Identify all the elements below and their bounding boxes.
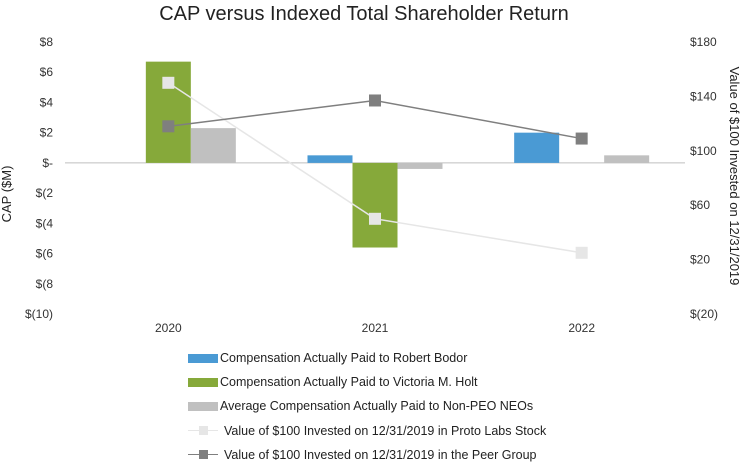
chart: CAP versus Indexed Total Shareholder Ret… [0,3,742,335]
legend-swatch [188,377,218,387]
bar-4a9ad4-2022 [514,132,560,163]
y2-tick-label: $100 [690,144,717,158]
legend-item: Value of $100 Invested on 12/31/2019 in … [188,443,546,467]
y2-tick-label: $(20) [690,307,718,321]
bar-c0c0c0-2021 [397,162,443,169]
legend-item: Average Compensation Actually Paid to No… [188,394,546,418]
bar-c0c0c0-2020 [190,128,236,163]
y-tick-label: $(2 [36,186,54,200]
legend-swatch [188,450,218,460]
legend-label: Value of $100 Invested on 12/31/2019 in … [224,447,537,462]
series-2-marker-2022 [575,132,588,145]
x-tick-label: 2020 [155,321,182,335]
legend-swatch [188,401,218,411]
y-tick-label: $4 [40,95,54,109]
legend-swatch [188,426,218,436]
y-tick-label: $(10) [25,307,53,321]
y-tick-label: $2 [40,126,54,140]
y-tick-label: $8 [40,35,54,49]
series-2-marker-2021 [369,94,381,107]
series-1-marker-2020 [162,76,175,89]
x-tick-label: 2022 [568,321,595,335]
legend: Compensation Actually Paid to Robert Bod… [188,346,546,467]
y2-tick-label: $20 [690,253,710,267]
legend-label: Compensation Actually Paid to Robert Bod… [220,351,468,366]
y-tick-label: $(6 [36,247,54,261]
series-1-marker-2021 [369,212,381,225]
legend-label: Average Compensation Actually Paid to No… [220,399,534,414]
legend-item: Value of $100 Invested on 12/31/2019 in … [188,419,546,443]
bar-86a93a-2021 [352,162,398,248]
legend-item: Compensation Actually Paid to Robert Bod… [188,346,546,370]
legend-label: Value of $100 Invested on 12/31/2019 in … [224,423,547,438]
series-2-marker-2020 [162,120,175,133]
y-tick-label: $- [42,156,53,170]
y-axis-label: CAP ($M) [0,166,14,223]
y-tick-label: $(8 [36,277,54,291]
plot-area: $8 $6 $4 $2 $- $(2 $(4 $(6 $(8 $(10) $180 $140 $100 $… [25,35,718,335]
y2-tick-label: $60 [690,198,710,212]
y-tick-label: $6 [40,65,54,79]
bar-4a9ad4-2021 [307,155,353,163]
y2-axis-label: Value of $100 Invested on 12/31/2019 [727,67,742,286]
legend-label: Compensation Actually Paid to Victoria M… [220,375,478,390]
y2-tick-label: $180 [690,35,717,49]
series-1-marker-2022 [575,246,588,259]
y-tick-label: $(4 [36,216,54,230]
bar-c0c0c0-2022 [604,155,650,163]
y2-tick-label: $140 [690,89,717,103]
x-tick-label: 2021 [362,321,389,335]
legend-swatch [188,353,218,363]
legend-item: Compensation Actually Paid to Victoria M… [188,370,546,394]
chart-title: CAP versus Indexed Total Shareholder Ret… [159,3,569,25]
